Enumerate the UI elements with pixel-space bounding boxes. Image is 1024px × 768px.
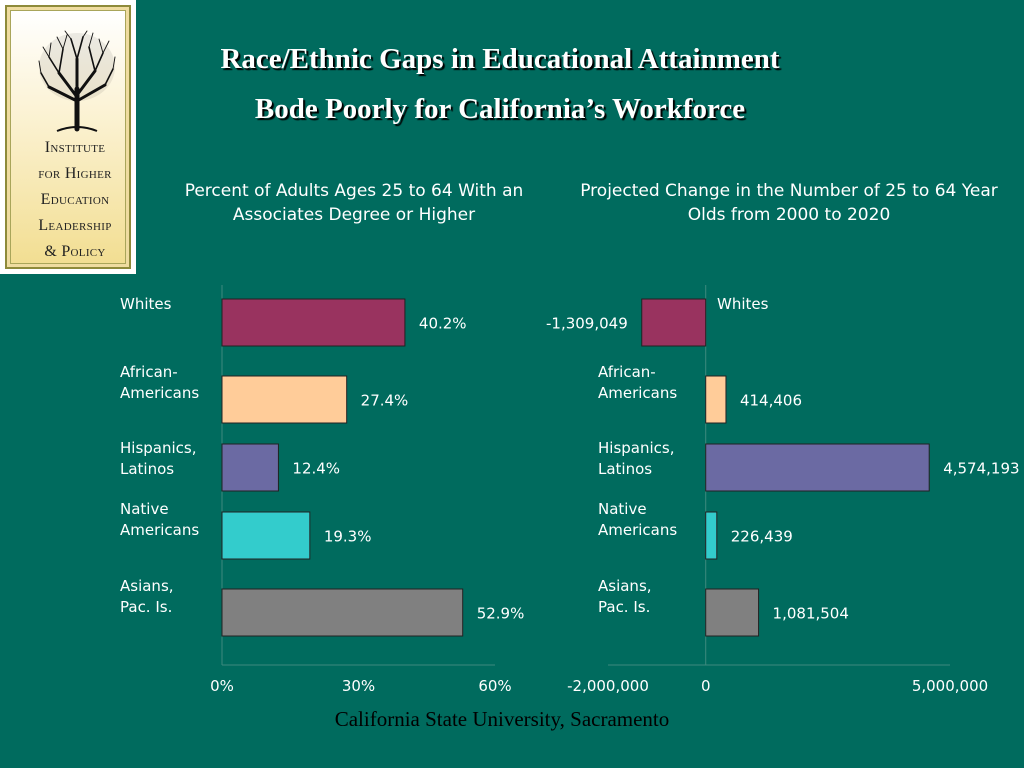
chart2-value-label: 226,439 (731, 528, 793, 546)
chart2-tick-label: -2,000,000 (567, 677, 649, 695)
logo-line: & Policy (44, 243, 106, 260)
category-label-line: Asians, (598, 577, 652, 595)
logo-line: Leadership (38, 217, 112, 234)
chart2-value-label: -1,309,049 (546, 315, 628, 333)
chart1-tick-label: 0% (210, 677, 234, 695)
category-label-line: Pac. Is. (598, 598, 650, 616)
slide-title-line2: Bode Poorly for California’s Workforce (254, 93, 746, 125)
chart1-bar (221, 375, 348, 424)
category-label-line: Whites (120, 295, 172, 313)
chart2-bar (705, 375, 727, 424)
chart1-value-label: 12.4% (292, 460, 340, 478)
logo-line: Institute (44, 139, 106, 156)
category-label-line: Native (120, 500, 169, 518)
chart1-category-label: African- Americans (120, 363, 199, 402)
chart2-value-label: 414,406 (740, 392, 802, 410)
chart2-tick-label: 0 (701, 677, 711, 695)
category-label-line: African- (598, 363, 656, 381)
chart1-tick-label: 30% (342, 677, 375, 695)
chart2-bar (705, 511, 718, 560)
chart2-title: Projected Change in the Number of 25 to … (580, 181, 998, 225)
chart1-bar (221, 588, 464, 637)
category-label-line: Americans (120, 384, 199, 402)
chart2-bar (705, 443, 930, 492)
chart1-category-label: Whites (120, 295, 172, 313)
category-label-line: Hispanics, (598, 439, 674, 457)
slide-title-line1: Race/Ethnic Gaps in Educational Attainme… (220, 43, 780, 75)
chart1-value-label: 52.9% (477, 605, 525, 623)
chart2-category-label: Asians, Pac. Is. (598, 577, 652, 616)
chart2-value-label: 4,574,193 (943, 460, 1019, 478)
category-label-line: Asians, (120, 577, 174, 595)
tree-icon (38, 30, 116, 132)
chart2-category-label: Hispanics, Latinos (598, 439, 674, 478)
chart2-bar (641, 298, 707, 347)
category-label-line: Hispanics, (120, 439, 196, 457)
category-label-line: Americans (598, 521, 677, 539)
category-label-line: Whites (717, 295, 769, 313)
category-label-line: African- (120, 363, 178, 381)
chart1-category-label: Asians, Pac. Is. (120, 577, 174, 616)
category-label-line: Latinos (598, 460, 652, 478)
chart1-category-label: Hispanics, Latinos (120, 439, 196, 478)
category-label-line: Americans (120, 521, 199, 539)
category-label-line: Pac. Is. (120, 598, 172, 616)
chart2-tick-label: 5,000,000 (912, 677, 988, 695)
chart1-bar (221, 511, 311, 560)
chart1-value-label: 19.3% (324, 528, 372, 546)
chart1-bar (221, 443, 279, 492)
chart1-title: Percent of Adults Ages 25 to 64 With an … (184, 181, 524, 225)
chart1-bar (221, 298, 406, 347)
logo-text: Institute for Higher Education Leadershi… (11, 135, 139, 265)
logo-frame: Institute for Higher Education Leadershi… (5, 5, 131, 269)
chart1-value-label: 27.4% (361, 392, 409, 410)
logo-line: Education (40, 191, 110, 208)
chart2-category-label: African- Americans (598, 363, 677, 402)
chart1-category-label: Native Americans (120, 500, 199, 539)
chart1-value-label: 40.2% (419, 315, 467, 333)
category-label-line: Latinos (120, 460, 174, 478)
logo-line: for Higher (38, 165, 112, 182)
chart2-value-label: 1,081,504 (773, 605, 849, 623)
institute-logo: Institute for Higher Education Leadershi… (0, 0, 136, 274)
category-label-line: Americans (598, 384, 677, 402)
category-label-line: Native (598, 500, 647, 518)
chart2-category-label: Native Americans (598, 500, 677, 539)
chart2-category-label: Whites (717, 295, 769, 313)
footer-text: California State University, Sacramento (334, 707, 670, 731)
slide-title: Race/Ethnic Gaps in Educational Attainme… (150, 34, 850, 134)
logo-inner: Institute for Higher Education Leadershi… (10, 10, 126, 264)
chart1-tick-label: 60% (478, 677, 511, 695)
chart2-bar (705, 588, 760, 637)
